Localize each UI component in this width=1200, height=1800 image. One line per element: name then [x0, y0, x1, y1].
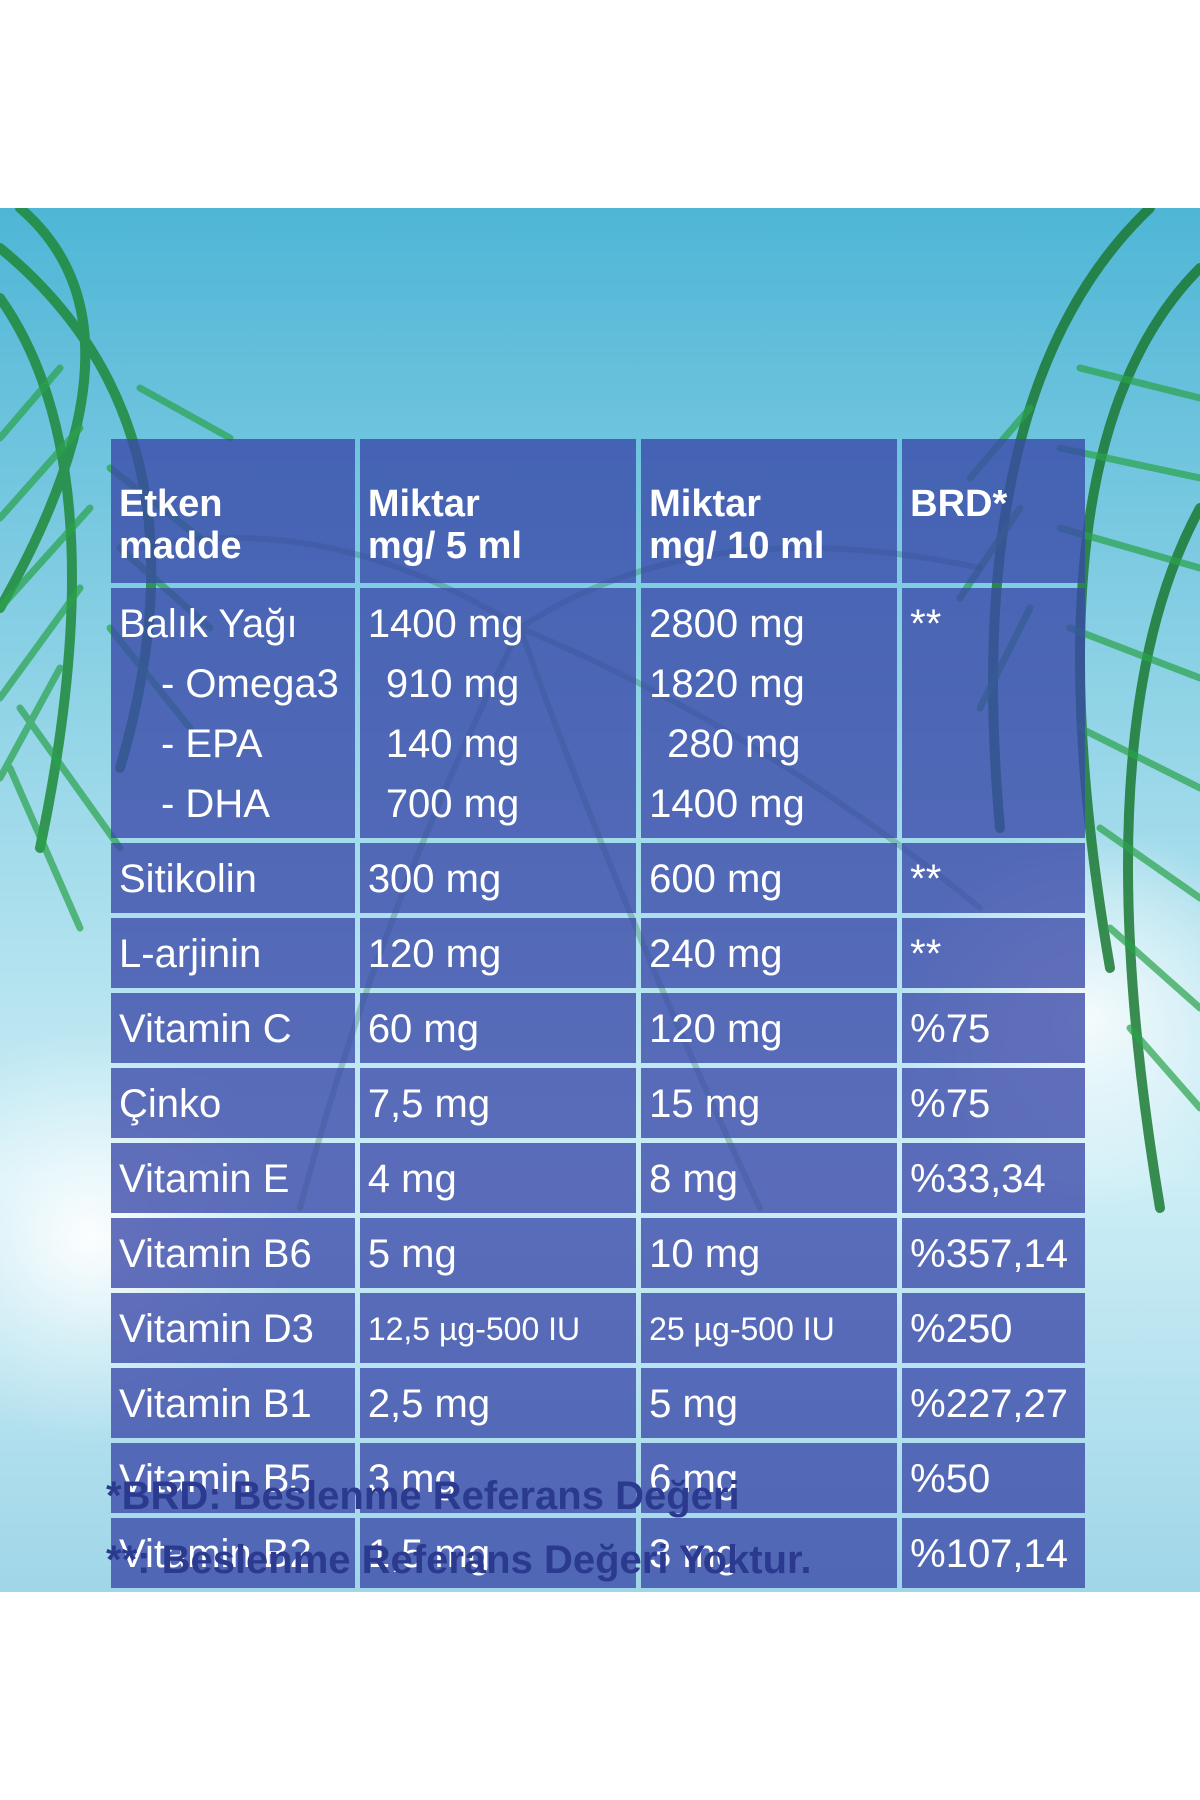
cell-text: 700 mg: [385, 782, 520, 826]
table-row: Vitamin B2 1,5 mg 3 mg %107,14: [111, 1518, 1085, 1588]
header-brd: BRD*: [902, 439, 1085, 583]
cell-per-10ml: 10 mg: [641, 1218, 898, 1288]
cell-per-5ml: 300 mg: [359, 843, 637, 913]
cell-text: - EPA: [161, 722, 263, 766]
cell-ingredient: Vitamin C: [111, 993, 355, 1063]
cell-text: 280 mg: [667, 722, 801, 766]
header-ingredient: Etken madde: [111, 439, 355, 583]
cell-text: 2800 mg: [649, 602, 805, 646]
cell-text: 1400 mg: [649, 782, 805, 826]
cell-per-10ml: 600 mg: [641, 843, 898, 913]
supplement-facts-table: Etken madde Miktar mg/ 5 ml Miktar mg/ 1…: [106, 434, 1090, 1592]
cell-per-5ml: 7,5 mg: [359, 1068, 637, 1138]
table-row: Vitamin B5 3 mg 6 mg %50: [111, 1443, 1085, 1513]
cell-text: - Omega3: [161, 662, 339, 706]
footnote-no-brd: **: Beslenme Referans Değeri Yoktur.: [106, 1538, 812, 1582]
cell-per-10ml: 25 µg-500 IU: [641, 1293, 898, 1363]
cell-brd: %357,14: [902, 1218, 1085, 1288]
cell-per-5ml: 3 mg: [359, 1443, 637, 1513]
cell-per-10ml: 120 mg: [641, 993, 898, 1063]
footnote-brd: *BRD: Beslenme Referans Değeri: [106, 1474, 740, 1518]
cell-per-5ml: 1,5 mg: [359, 1518, 637, 1588]
header-text: madde: [119, 525, 242, 567]
cell-per-5ml: 5 mg: [359, 1218, 637, 1288]
cell-brd: **: [902, 918, 1085, 988]
header-text: mg/ 5 ml: [367, 525, 522, 567]
cell-text: **: [910, 602, 942, 646]
table-row: Vitamin B1 2,5 mg 5 mg %227,27: [111, 1368, 1085, 1438]
header-per-5ml: Miktar mg/ 5 ml: [359, 439, 637, 583]
header-text: Miktar: [367, 483, 480, 525]
table-row: L-arjinin 120 mg 240 mg **: [111, 918, 1085, 988]
cell-ingredient: Vitamin B2: [111, 1518, 355, 1588]
cell-brd: **: [902, 843, 1085, 913]
cell-per-5ml: 12,5 µg-500 IU: [359, 1293, 637, 1363]
header-text: Etken: [119, 483, 223, 525]
fish-oil-brd: **: [902, 588, 1085, 838]
cell-per-10ml: 3 mg: [641, 1518, 898, 1588]
table-rows: Sitikolin 300 mg 600 mg ** L-arjinin 120 mg 24…: [111, 843, 1085, 1592]
cell-ingredient: Vitamin B6: [111, 1218, 355, 1288]
header-text: BRD*: [910, 483, 1008, 525]
table-row: Vitamin B6 5 mg 10 mg %357,14: [111, 1218, 1085, 1288]
table-row: Vitamin D3 12,5 µg-500 IU 25 µg-500 IU %250: [111, 1293, 1085, 1363]
fish-oil-per-10ml: 2800 mg 1820 mg 280 mg 1400 mg: [641, 588, 898, 838]
fish-oil-names: Balık Yağı - Omega3 - EPA - DHA: [111, 588, 355, 838]
background-panel: Etken madde Miktar mg/ 5 ml Miktar mg/ 1…: [0, 208, 1200, 1592]
cell-brd: %75: [902, 993, 1085, 1063]
cell-text: 910 mg: [385, 662, 520, 706]
cell-brd: %250: [902, 1293, 1085, 1363]
header-per-10ml: Miktar mg/ 10 ml: [641, 439, 898, 583]
cell-ingredient: Vitamin B1: [111, 1368, 355, 1438]
cell-ingredient: Vitamin E: [111, 1143, 355, 1213]
cell-per-10ml: 8 mg: [641, 1143, 898, 1213]
cell-per-5ml: 2,5 mg: [359, 1368, 637, 1438]
cell-text: 1820 mg: [649, 662, 805, 706]
cell-text: 1400 mg: [367, 602, 524, 646]
cell-text: 140 mg: [385, 722, 520, 766]
cell-ingredient: Vitamin B5: [111, 1443, 355, 1513]
cell-ingredient: Vitamin D3: [111, 1293, 355, 1363]
cell-brd: %33,34: [902, 1143, 1085, 1213]
header-text: Miktar: [649, 483, 762, 525]
cell-ingredient: Sitikolin: [111, 843, 355, 913]
cell-ingredient: L-arjinin: [111, 918, 355, 988]
cell-per-10ml: 15 mg: [641, 1068, 898, 1138]
cell-ingredient: Çinko: [111, 1068, 355, 1138]
cell-text: - DHA: [161, 782, 270, 826]
cell-per-5ml: 120 mg: [359, 918, 637, 988]
cell-per-5ml: 60 mg: [359, 993, 637, 1063]
fish-oil-per-5ml: 1400 mg 910 mg 140 mg 700 mg: [359, 588, 637, 838]
cell-per-5ml: 4 mg: [359, 1143, 637, 1213]
cell-per-10ml: 6 mg: [641, 1443, 898, 1513]
table-row-fish-oil: Balık Yağı - Omega3 - EPA - DHA 1400 mg …: [111, 588, 1085, 838]
cell-per-10ml: 240 mg: [641, 918, 898, 988]
cell-per-10ml: 5 mg: [641, 1368, 898, 1438]
table-row: Çinko 7,5 mg 15 mg %75: [111, 1068, 1085, 1138]
header-row: Etken madde Miktar mg/ 5 ml Miktar mg/ 1…: [111, 439, 1085, 583]
header-text: mg/ 10 ml: [649, 525, 825, 567]
cell-brd: %75: [902, 1068, 1085, 1138]
cell-brd: %50: [902, 1443, 1085, 1513]
table-row: Sitikolin 300 mg 600 mg **: [111, 843, 1085, 913]
cell-text: Balık Yağı: [119, 602, 298, 646]
cell-brd: %227,27: [902, 1368, 1085, 1438]
table-row: Vitamin C 60 mg 120 mg %75: [111, 993, 1085, 1063]
cell-brd: %107,14: [902, 1518, 1085, 1588]
